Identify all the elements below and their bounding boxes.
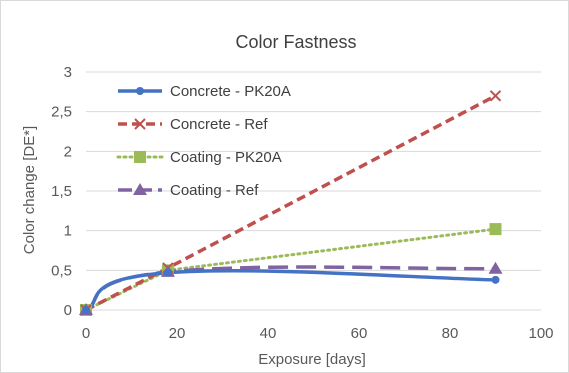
y-tick-label: 3 [64,64,72,81]
x-tick-label: 60 [351,325,368,342]
series-line [84,227,497,312]
y-tick-label: 0 [64,302,72,319]
series-line [85,269,496,312]
x-tick-label: 80 [442,325,459,342]
legend-label: Concrete - Ref [170,116,268,133]
data-point-triangle-marker [488,261,503,274]
legend-entry: Coating - PK20A [116,149,282,166]
legend-label: Coating - PK20A [170,149,282,166]
y-tick-label: 1 [64,223,72,240]
y-tick-labels: 0 0,5 1 1,5 2 2,5 3 [51,64,72,319]
y-axis-title: Color change [DE*] [21,126,38,254]
x-tick-label: 100 [528,325,553,342]
legend-label: Coating - Ref [170,182,259,199]
legend-label: Concrete - PK20A [170,83,291,100]
data-point-circle-marker [491,275,500,284]
data-point-circle-marker [136,87,144,95]
x-tick-label: 20 [169,325,186,342]
legend-entry: Coating - Ref [118,182,259,199]
data-point-x-marker [134,118,146,130]
x-tick-label: 40 [260,325,277,342]
data-point-circle-marker [82,306,90,314]
y-tick-label: 0,5 [51,262,72,279]
data-point-x-marker [489,90,502,102]
y-tick-label: 2,5 [51,104,72,121]
data-point-square-marker [489,223,502,236]
y-tick-label: 2 [64,143,72,160]
data-point-triangle-marker [133,183,147,195]
series-lines [84,94,497,312]
x-tick-labels: 0 20 40 60 80 100 [82,325,554,342]
legend-entry: Concrete - PK20A [118,83,291,100]
x-tick-label: 0 [82,325,90,342]
legend: Concrete - PK20A Concrete - Ref Coating - … [116,83,291,199]
x-axis-title: Exposure [days] [258,351,366,368]
legend-entry: Concrete - Ref [118,116,268,133]
chart-title: Color Fastness [235,32,356,52]
y-tick-label: 1,5 [51,183,72,200]
data-point-circle-marker [163,268,172,277]
series-markers [79,90,503,316]
data-point-square-marker [134,151,146,163]
